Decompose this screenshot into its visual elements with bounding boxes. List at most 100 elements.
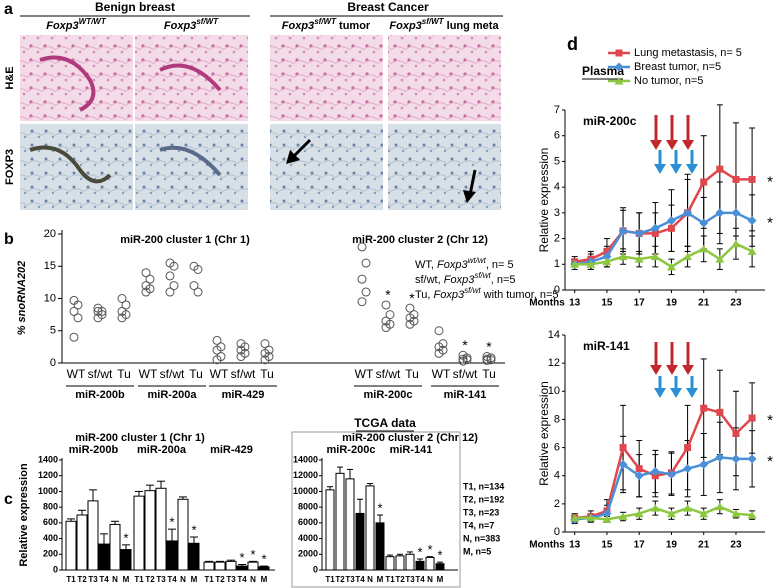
dot	[462, 355, 472, 365]
column-header: Foxp3sf/WT tumor	[282, 17, 371, 32]
legend-text: T4, n=7	[463, 520, 494, 530]
legend-text: M, n=5	[463, 546, 491, 556]
x-tick-label: Tu	[405, 367, 419, 381]
x-tick-label: 13	[569, 540, 581, 551]
bar	[120, 549, 132, 571]
y-tick-label: 4	[554, 181, 560, 193]
group-label: miR-200b	[75, 389, 125, 401]
column-header: Foxp3sf/WT lung meta	[389, 17, 499, 32]
x-tick-label: Tu	[260, 367, 274, 381]
marker	[699, 509, 709, 518]
chart-subtitle: miR-200 cluster 1 (Chr 1)	[75, 432, 205, 444]
group-label: miR-200c	[327, 444, 376, 456]
legend-text: No tumor, n=5	[634, 75, 703, 87]
suffix: lung meta	[444, 20, 500, 32]
note-part: WT,	[415, 259, 437, 271]
significance-star: *	[437, 548, 442, 563]
x-tick-label: T4	[415, 575, 425, 584]
chart-heading: TCGA data	[354, 416, 416, 430]
marker	[666, 216, 676, 226]
y-axis-label: Relative expression	[537, 148, 551, 253]
panel-label: b	[4, 231, 14, 248]
chart-subtitle: miR-200 cluster 2 (Chr 12)	[342, 432, 478, 444]
significance-star: *	[417, 544, 422, 559]
x-tick-label: T2	[145, 575, 155, 584]
x-tick-label: T4	[99, 575, 109, 584]
gene: Foxp3	[46, 20, 78, 32]
genotype: WT/WT	[79, 17, 107, 26]
y-tick-label: 14	[548, 329, 560, 341]
y-tick-label: 4	[554, 470, 560, 482]
x-tick-label: M	[377, 575, 384, 584]
group-label: miR-200a	[148, 389, 198, 401]
row-label: FOXP3	[4, 149, 16, 185]
micrograph	[388, 124, 501, 210]
marker	[716, 165, 724, 173]
dot	[486, 355, 496, 365]
significance-star: *	[239, 550, 244, 565]
marker	[650, 252, 660, 261]
marker	[634, 509, 644, 518]
y-tick-label: 6	[554, 130, 560, 142]
legend-note: sf/wt, Foxp3sf/wt, n=5	[415, 271, 516, 286]
significance-star: *	[377, 500, 382, 515]
bar	[155, 487, 167, 571]
group-header: Benign breast	[95, 0, 175, 14]
chart-title: miR-200c	[583, 114, 637, 128]
marker	[634, 471, 644, 481]
dot	[93, 313, 103, 323]
marker	[618, 512, 628, 521]
bar	[203, 561, 215, 571]
marker	[667, 224, 675, 232]
marker	[731, 208, 741, 218]
note-part: sf/wt	[464, 286, 481, 295]
cluster-title: miR-200 cluster 2 (Chr 12)	[352, 234, 488, 246]
marker	[619, 444, 627, 452]
dot	[361, 287, 371, 297]
bar	[144, 490, 156, 571]
marker	[618, 459, 628, 469]
x-tick-label: 17	[634, 540, 646, 551]
bar	[236, 565, 248, 571]
y-tick-label: 0	[554, 526, 560, 538]
x-tick-label: T2	[335, 575, 345, 584]
x-tick-label: T1	[66, 575, 76, 584]
marker	[666, 262, 676, 271]
dot	[405, 319, 415, 329]
x-axis-label: Months	[529, 298, 565, 309]
dot	[385, 310, 395, 320]
x-tick-label: T4	[167, 575, 177, 584]
y-tick-label: 3	[554, 207, 560, 219]
marker	[586, 513, 596, 522]
marker	[650, 223, 660, 233]
x-tick-label: Tu	[482, 367, 496, 381]
bar	[435, 563, 445, 571]
bar	[345, 478, 355, 571]
marker	[602, 515, 612, 523]
x-tick-label: T4	[355, 575, 365, 584]
bar	[405, 553, 415, 571]
x-tick-label: N	[180, 575, 186, 584]
x-tick-label: N	[427, 575, 433, 584]
y-tick-label: 2000	[298, 549, 318, 559]
dot	[434, 326, 444, 336]
y-tick-label: 8000	[298, 502, 318, 512]
significance-star: *	[767, 412, 773, 429]
x-tick-label: N	[112, 575, 118, 584]
dot	[69, 306, 79, 316]
dot	[212, 335, 222, 345]
panel-label: a	[4, 1, 13, 18]
marker	[603, 247, 611, 255]
dot	[193, 264, 203, 274]
panel-label: d	[567, 34, 578, 54]
dot	[434, 348, 444, 358]
marker	[683, 208, 693, 218]
marker	[716, 408, 724, 416]
bar	[385, 556, 395, 571]
y-axis-label: Relative expression	[537, 381, 551, 486]
x-tick-label: sf/wt	[376, 367, 401, 381]
dot	[236, 352, 246, 362]
y-tick-label: 6000	[298, 517, 318, 527]
bar	[325, 489, 335, 571]
y-tick-label: 14000	[293, 454, 318, 464]
